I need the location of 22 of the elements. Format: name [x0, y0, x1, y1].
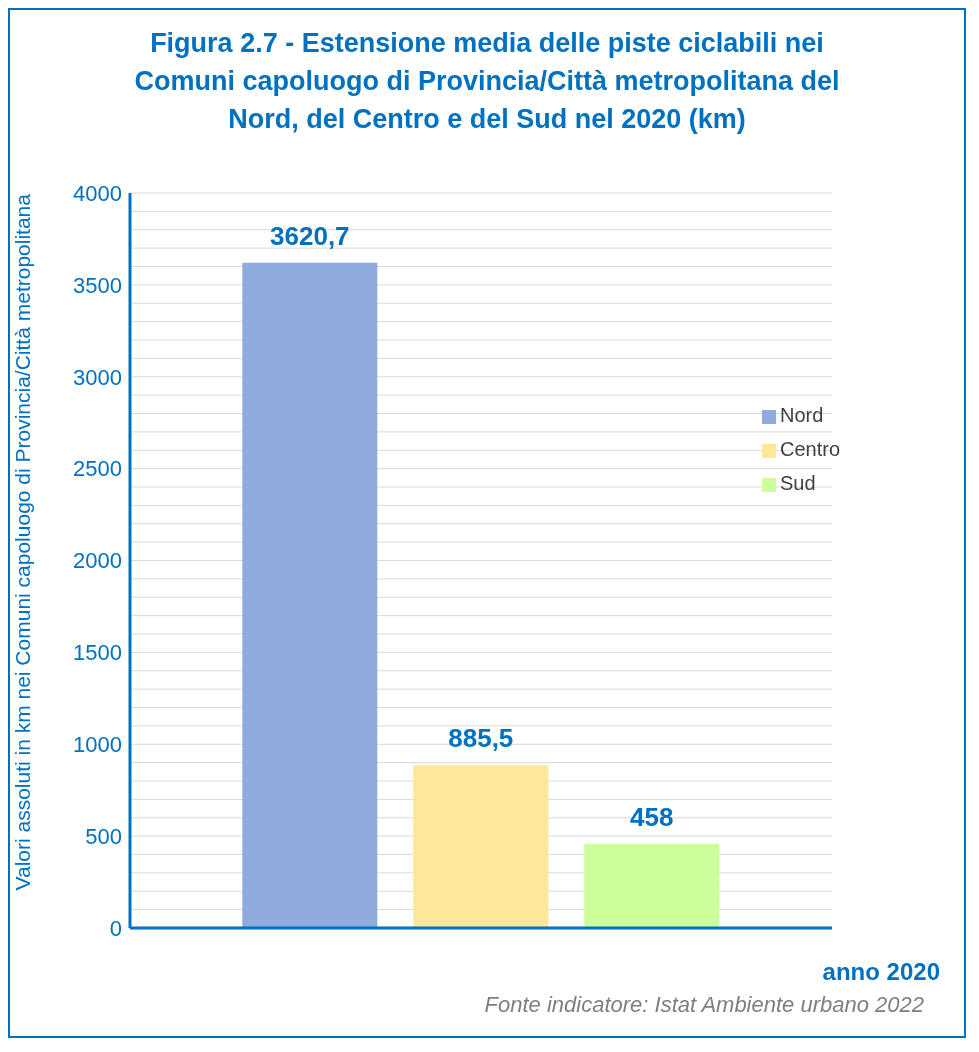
y-tick-label: 1000: [73, 732, 122, 758]
y-tick-label: 0: [109, 915, 122, 941]
y-tick-label: 2500: [73, 456, 122, 482]
legend-label: Sud: [779, 472, 816, 494]
y-axis-title: Valori assoluti in km nei Comuni capoluogo di Provincia/Città metropolitana: [11, 193, 35, 891]
x-axis-title: anno 2020: [821, 958, 941, 986]
legend-label: Centro: [779, 438, 840, 460]
legend-label: Nord: [779, 404, 824, 426]
bar: [242, 262, 378, 928]
source-note: Fonte indicatore: Istat Ambiente urbano 2022: [483, 992, 925, 1018]
y-tick-label: 4000: [73, 180, 122, 206]
bar: [584, 843, 720, 928]
y-tick-label: 2000: [73, 548, 122, 574]
y-tick-label: 1500: [73, 640, 122, 666]
data-label: 3620,7: [270, 220, 350, 251]
bar: [413, 765, 549, 928]
chart-title: Figura 2.7 - Estensione media delle piste ciclabili nei Comuni capoluogo di Provincia/Città metropolitana del Nord, del Centro e del Sud nel 2020 (km): [133, 27, 841, 136]
y-tick-label: 500: [85, 823, 122, 849]
y-tick-label: 3500: [73, 272, 122, 298]
data-label: 885,5: [448, 723, 514, 754]
y-tick-label: 3000: [73, 364, 122, 390]
data-label: 458: [630, 801, 674, 832]
